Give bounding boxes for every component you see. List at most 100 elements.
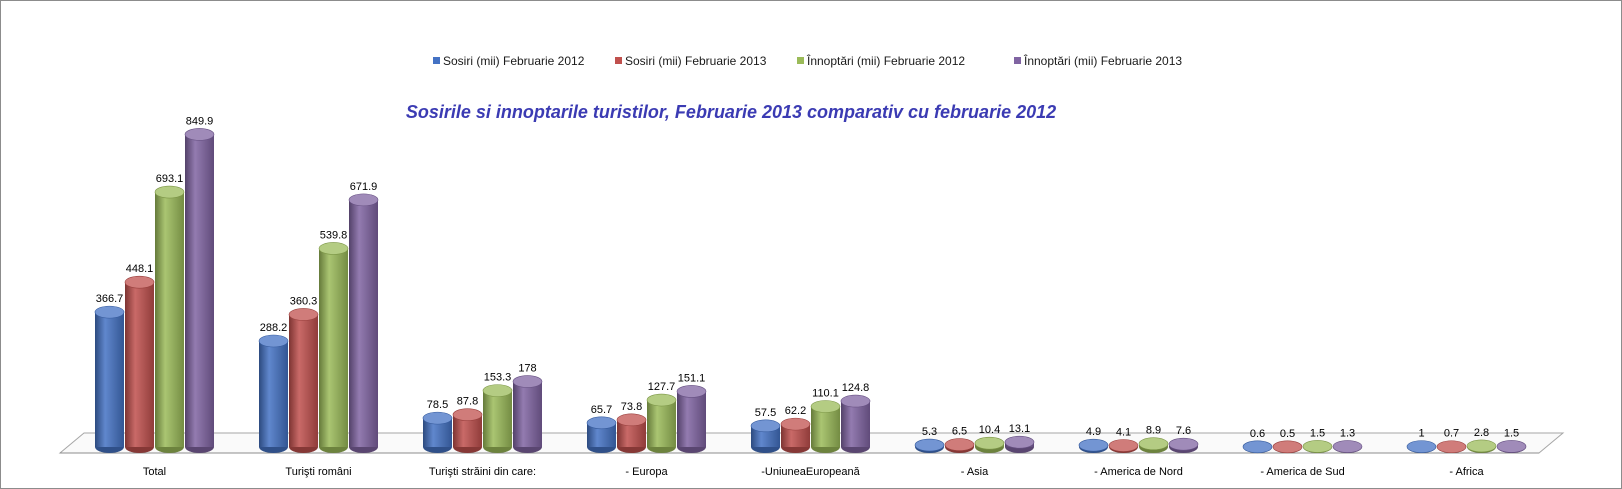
category-label: - Africa xyxy=(1449,466,1484,478)
bar-top xyxy=(974,436,1005,450)
bar-top xyxy=(646,393,677,407)
value-label: 366.7 xyxy=(96,293,124,305)
bar xyxy=(482,384,513,453)
value-label: 10.4 xyxy=(979,424,1000,436)
bar xyxy=(1108,439,1139,453)
bar xyxy=(1496,440,1527,453)
bar-top xyxy=(1004,435,1035,449)
legend-swatch xyxy=(433,57,440,64)
bar xyxy=(1004,435,1035,453)
bar-top xyxy=(676,385,707,398)
bar xyxy=(974,436,1005,453)
bar xyxy=(646,393,677,453)
value-label: 127.7 xyxy=(648,381,676,393)
value-label: 73.8 xyxy=(621,401,642,413)
value-label: 8.9 xyxy=(1146,425,1161,437)
bar xyxy=(780,417,811,453)
bar-top xyxy=(1108,439,1139,452)
bar-top xyxy=(1168,437,1199,451)
value-label: 124.8 xyxy=(842,382,870,394)
bar-body xyxy=(185,134,214,447)
chart-category-labels: Total Turişti români Turişti străini din c… xyxy=(143,466,1485,478)
bar xyxy=(422,411,453,453)
value-label: 2.8 xyxy=(1474,427,1489,439)
value-label: 849.9 xyxy=(186,115,214,127)
bar-top xyxy=(1272,440,1303,454)
value-label: 539.8 xyxy=(320,229,348,241)
bar-body xyxy=(811,406,840,447)
bar xyxy=(512,375,543,453)
value-label: 1.3 xyxy=(1340,428,1355,440)
legend-label: Înnoptări (mii) Februarie 2013 xyxy=(1023,53,1182,68)
bar-body xyxy=(513,381,542,447)
bar-top xyxy=(1138,437,1169,451)
value-label: 1.5 xyxy=(1504,427,1519,439)
bar-top xyxy=(1242,440,1273,454)
legend-swatch xyxy=(797,57,804,64)
bar-top xyxy=(750,419,781,433)
bar xyxy=(94,305,125,453)
bar-top xyxy=(184,128,215,141)
bar-top xyxy=(258,334,289,348)
bar-top xyxy=(124,275,155,289)
value-label: 78.5 xyxy=(427,399,448,411)
category-label: - America de Nord xyxy=(1094,466,1183,478)
bar-top xyxy=(154,185,185,199)
value-label: 87.8 xyxy=(457,396,478,408)
bar-body xyxy=(349,199,378,447)
value-label: 151.1 xyxy=(678,372,706,384)
value-label: 57.5 xyxy=(755,407,776,419)
bar xyxy=(154,185,185,453)
value-label: 0.7 xyxy=(1444,428,1459,440)
bar-top xyxy=(1332,440,1363,453)
bar-top xyxy=(1466,439,1497,453)
legend-label: Sosiri (mii) Februarie 2013 xyxy=(625,54,767,68)
value-label: 65.7 xyxy=(591,404,612,416)
bar-body xyxy=(95,312,124,447)
bar xyxy=(1078,438,1109,453)
bar-body xyxy=(259,341,288,447)
value-label: 13.1 xyxy=(1009,423,1030,435)
bar xyxy=(914,438,945,453)
value-label: 4.9 xyxy=(1086,426,1101,438)
bar xyxy=(1436,440,1467,454)
value-label: 0.5 xyxy=(1280,428,1295,440)
value-label: 4.1 xyxy=(1116,426,1131,438)
category-label: - Asia xyxy=(961,466,989,478)
bar xyxy=(1332,440,1363,453)
bar xyxy=(1406,440,1437,453)
bar xyxy=(1302,440,1333,453)
chart-value-labels: 366.7 448.1 693.1 849.9 288.2 360.3 539.8 671.9… xyxy=(96,115,1519,439)
value-label: 5.3 xyxy=(922,426,937,438)
bar-body xyxy=(647,400,676,447)
category-label: -UniuneaEuropeană xyxy=(761,466,860,478)
bar-body xyxy=(781,424,810,447)
value-label: 1.5 xyxy=(1310,427,1325,439)
bar-top xyxy=(914,438,945,452)
bar-top xyxy=(1078,438,1109,452)
bar xyxy=(1466,439,1497,453)
chart-bars xyxy=(94,128,1527,454)
bar-top xyxy=(586,416,617,430)
bar-top xyxy=(1496,440,1527,453)
value-label: 360.3 xyxy=(290,295,318,307)
bar-top xyxy=(318,242,349,255)
bar xyxy=(348,193,379,453)
bar xyxy=(616,413,647,453)
bar xyxy=(288,308,319,453)
value-label: 7.6 xyxy=(1176,425,1191,437)
bar-top xyxy=(840,394,871,408)
value-label: 693.1 xyxy=(156,173,184,185)
bar xyxy=(452,408,483,453)
bar-top xyxy=(1436,440,1467,454)
bar xyxy=(840,394,871,453)
bar xyxy=(810,400,841,453)
bar-body xyxy=(319,248,348,447)
bar-top xyxy=(810,400,841,413)
value-label: 110.1 xyxy=(812,388,839,400)
bar xyxy=(258,334,289,453)
bar xyxy=(944,438,975,453)
bar-body xyxy=(841,401,870,447)
